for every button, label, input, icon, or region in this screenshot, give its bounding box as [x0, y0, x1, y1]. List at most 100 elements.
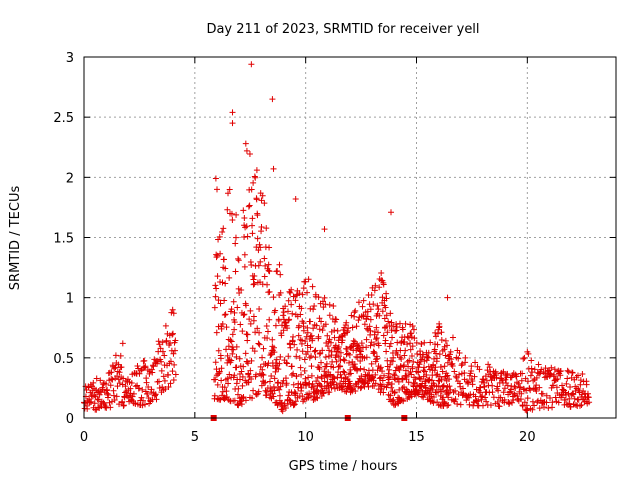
- data-point: [229, 120, 236, 127]
- data-point: [383, 348, 390, 355]
- data-point: [387, 340, 394, 347]
- data-point: [216, 233, 223, 240]
- data-point: [299, 348, 306, 355]
- data-point: [330, 378, 337, 385]
- data-point: [244, 233, 251, 240]
- data-point: [236, 376, 243, 383]
- data-point: [255, 388, 262, 395]
- data-point: [333, 358, 340, 365]
- data-point: [524, 406, 531, 413]
- data-point: [444, 372, 451, 379]
- data-point: [317, 382, 324, 389]
- data-point: [235, 257, 242, 264]
- data-point: [105, 391, 112, 398]
- data-point: [436, 351, 443, 358]
- data-point: [421, 368, 428, 375]
- data-point: [169, 368, 176, 375]
- data-point: [231, 397, 238, 404]
- data-point: [447, 386, 454, 393]
- data-point: [141, 357, 148, 364]
- data-point: [545, 404, 552, 411]
- data-point: [87, 399, 94, 406]
- data-point: [357, 365, 364, 372]
- data-point: [372, 371, 379, 378]
- data-point: [554, 375, 561, 382]
- data-point: [220, 225, 227, 232]
- data-point: [388, 384, 395, 391]
- data-point: [103, 381, 110, 388]
- data-point: [567, 384, 574, 391]
- data-point: [231, 326, 238, 333]
- data-point: [497, 394, 504, 401]
- data-point: [438, 376, 445, 383]
- data-point: [434, 341, 441, 348]
- data-point: [284, 325, 291, 332]
- data-point: [152, 392, 159, 399]
- data-point: [373, 324, 380, 331]
- data-point: [350, 337, 357, 344]
- data-point: [244, 358, 251, 365]
- data-point: [482, 394, 489, 401]
- data-point: [371, 349, 378, 356]
- data-point: [144, 391, 151, 398]
- data-point: [363, 354, 370, 361]
- data-point: [288, 363, 295, 370]
- data-point: [291, 401, 298, 408]
- data-point: [233, 211, 240, 218]
- y-tick-label: 1: [66, 292, 74, 307]
- data-point: [241, 251, 248, 258]
- data-point: [379, 377, 386, 384]
- data-point: [229, 331, 236, 338]
- data-point: [533, 382, 540, 389]
- data-point: [298, 337, 305, 344]
- data-point: [321, 226, 328, 233]
- data-point: [120, 402, 127, 409]
- data-point: [583, 381, 590, 388]
- data-point: [459, 385, 466, 392]
- data-point: [295, 332, 302, 339]
- data-point: [464, 378, 471, 385]
- data-point: [354, 366, 361, 373]
- data-point: [91, 400, 98, 407]
- data-point: [472, 359, 479, 366]
- data-point: [296, 355, 303, 362]
- data-point: [563, 380, 570, 387]
- data-point: [347, 370, 354, 377]
- data-point: [504, 370, 511, 377]
- data-point: [265, 261, 272, 268]
- data-point: [402, 367, 409, 374]
- data-point: [396, 386, 403, 393]
- data-point: [254, 235, 261, 242]
- data-point: [253, 371, 260, 378]
- data-point: [93, 375, 100, 382]
- data-point: [271, 387, 278, 394]
- data-point: [277, 353, 284, 360]
- data-point: [543, 399, 550, 406]
- data-point: [349, 324, 356, 331]
- data-point: [439, 368, 446, 375]
- x-tick-label: 10: [297, 430, 314, 445]
- data-point: [158, 367, 165, 374]
- data-point: [316, 350, 323, 357]
- data-point: [425, 349, 432, 356]
- data-point: [337, 380, 344, 387]
- data-point: [453, 374, 460, 381]
- data-point: [363, 336, 370, 343]
- data-point: [366, 323, 373, 330]
- data-point: [312, 347, 319, 354]
- data-point: [111, 396, 118, 403]
- data-point: [456, 371, 463, 378]
- data-point: [431, 367, 438, 374]
- data-point: [333, 316, 340, 323]
- data-point: [357, 385, 364, 392]
- data-point: [233, 364, 240, 371]
- data-point: [159, 348, 166, 355]
- data-point: [301, 367, 308, 374]
- data-point: [214, 273, 221, 280]
- data-point: [441, 363, 448, 370]
- data-point: [452, 387, 459, 394]
- data-point: [287, 344, 294, 351]
- data-point: [292, 390, 299, 397]
- data-point: [231, 372, 238, 379]
- data-point: [562, 396, 569, 403]
